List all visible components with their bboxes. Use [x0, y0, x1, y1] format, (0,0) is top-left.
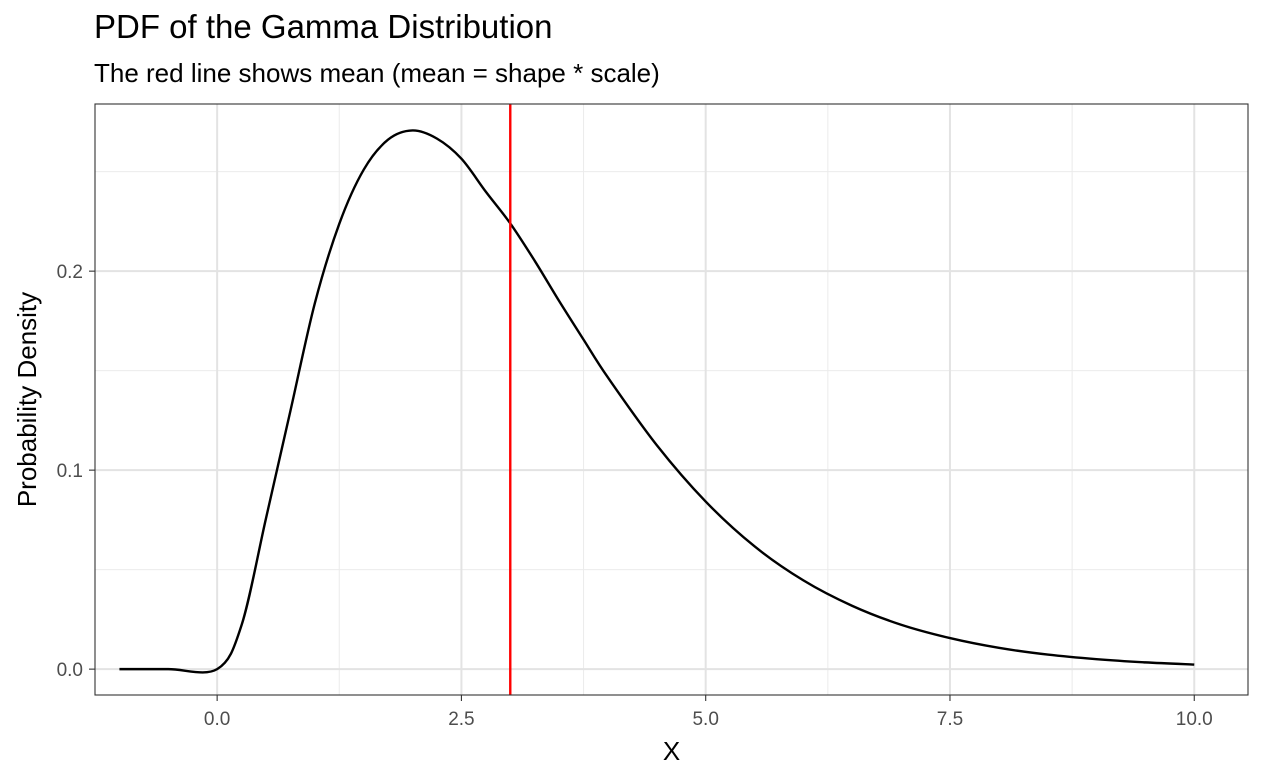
- y-axis-title: Probability Density: [12, 292, 42, 507]
- x-tick-label: 2.5: [448, 709, 474, 730]
- major-gridlines: [95, 104, 1248, 695]
- y-tick-label: 0.1: [57, 461, 83, 482]
- x-tick-label: 10.0: [1176, 709, 1213, 730]
- y-tick-label: 0.0: [57, 660, 83, 681]
- y-tick-label: 0.2: [57, 262, 83, 283]
- y-axis-ticks: 0.0 0.1 0.2: [57, 262, 95, 681]
- x-tick-label: 0.0: [204, 709, 230, 730]
- series-layer: [119, 129, 1195, 674]
- x-axis-ticks: 0.0 2.5 5.0 7.5 10.0: [204, 695, 1213, 730]
- minor-gridlines: [95, 104, 1248, 695]
- chart-title: PDF of the Gamma Distribution: [94, 8, 553, 45]
- panel-border: [94, 103, 1249, 696]
- x-tick-label: 5.0: [692, 709, 718, 730]
- x-tick-label: 7.5: [937, 709, 963, 730]
- x-axis-title: X: [663, 736, 680, 766]
- density-curve: [119, 129, 1195, 674]
- chart-subtitle: The red line shows mean (mean = shape * …: [94, 58, 660, 88]
